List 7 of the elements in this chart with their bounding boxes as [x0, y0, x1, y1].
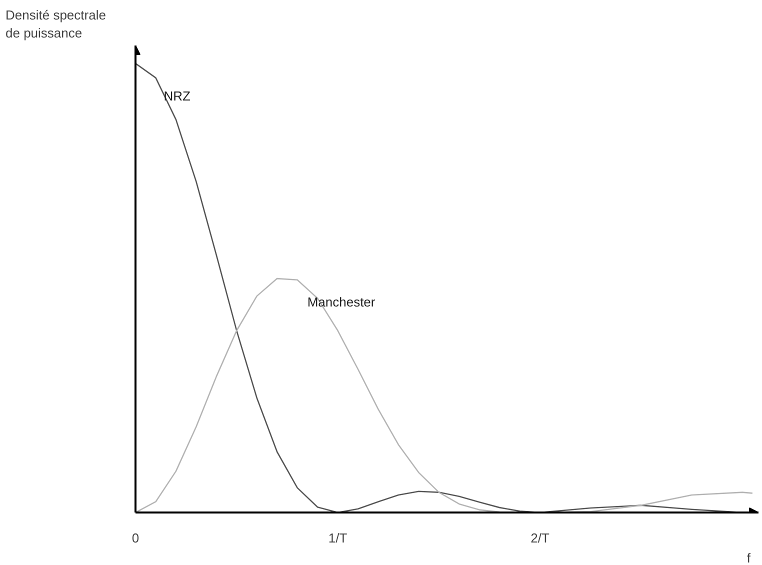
- x-axis-title: f: [746, 550, 751, 565]
- series-label: NRZ: [164, 88, 191, 104]
- x-tick-label: 1/T: [328, 530, 348, 546]
- y-axis-title: Densité spectrale de puissance: [6, 8, 106, 40]
- series-label: Manchester: [307, 294, 376, 310]
- x-tick-label: 0: [132, 530, 140, 546]
- x-tick-label: 2/T: [530, 530, 550, 546]
